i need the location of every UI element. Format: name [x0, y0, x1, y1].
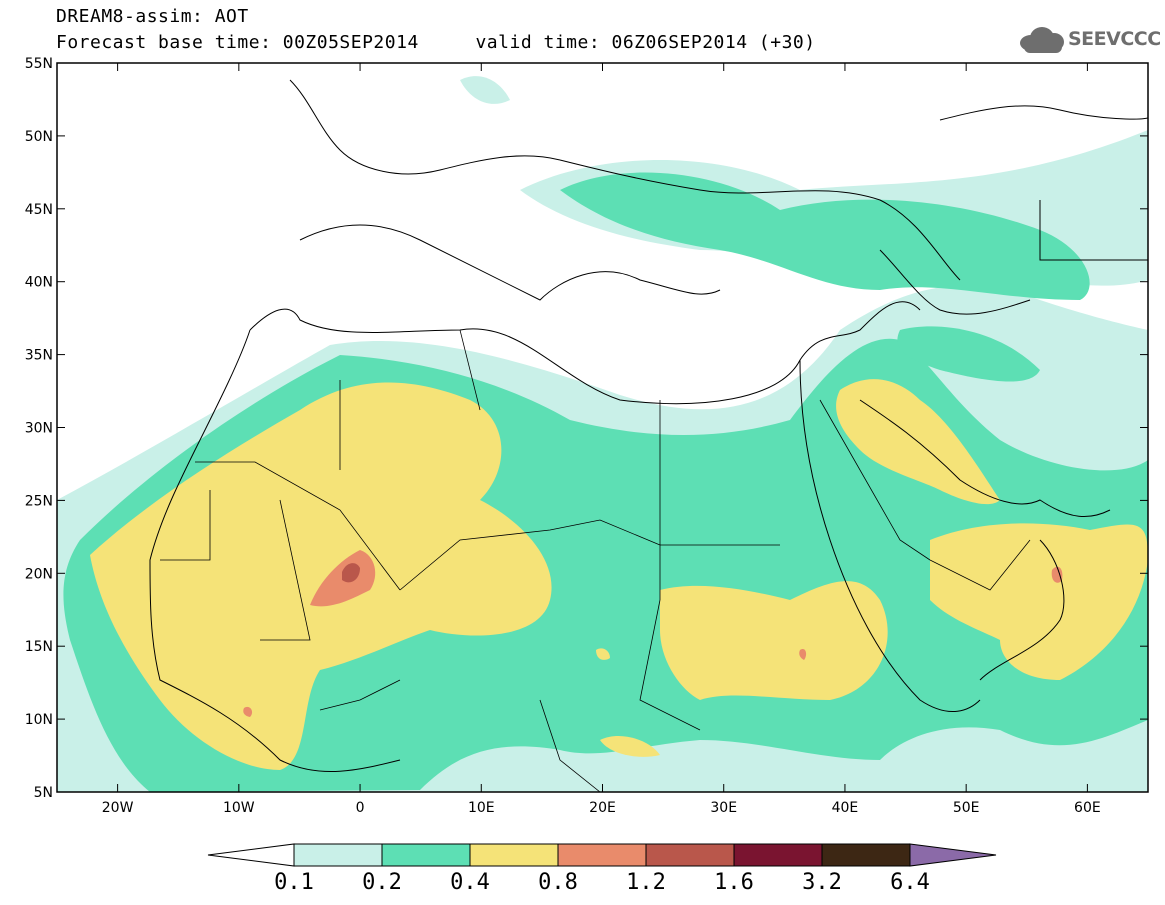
lat-tick-label: 25N	[25, 493, 53, 509]
colorbar-over-triangle	[909, 843, 997, 867]
lon-tick-label: 10E	[468, 800, 495, 816]
lat-tick-label: 10N	[25, 712, 53, 728]
lon-axis: 20W 10W 0 10E 20E 30E 40E 50E 60E	[102, 63, 1101, 816]
aot-class-0.4	[90, 379, 1148, 770]
lat-tick-label: 15N	[25, 639, 53, 655]
colorbar-label: 3.2	[802, 870, 842, 895]
colorbar-under-triangle	[207, 843, 295, 867]
lon-tick-label: 20W	[102, 800, 134, 816]
colorbar-box	[821, 843, 911, 867]
colorbar-label: 0.4	[450, 870, 490, 895]
lat-axis: 55N 50N 45N 40N 35N 30N 25N 20N 15N 10N 5N	[25, 56, 1148, 801]
colorbar-box	[645, 843, 735, 867]
lon-tick-label: 20E	[589, 800, 616, 816]
colorbar-label: 0.8	[538, 870, 578, 895]
colorbar-box	[557, 843, 647, 867]
colorbar-box	[293, 843, 383, 867]
colorbar-box	[381, 843, 471, 867]
lon-tick-label: 40E	[832, 800, 859, 816]
colorbar-box	[733, 843, 823, 867]
colorbar-label: 0.1	[274, 870, 314, 895]
aot-field	[57, 76, 1148, 792]
lat-tick-label: 50N	[25, 129, 53, 145]
cloud-icon	[1018, 25, 1066, 53]
country-borders	[160, 329, 1031, 792]
lat-tick-label: 20N	[25, 566, 53, 582]
aot-class-1.2	[342, 563, 360, 583]
lat-tick-label: 55N	[25, 56, 53, 72]
colorbar-label: 1.6	[714, 870, 754, 895]
colorbar-label: 0.2	[362, 870, 402, 895]
lon-tick-label: 10W	[223, 800, 255, 816]
colorbar-label: 1.2	[626, 870, 666, 895]
lat-tick-label: 35N	[25, 348, 53, 364]
coastlines	[149, 79, 1148, 773]
lon-tick-label: 0	[356, 800, 365, 816]
lon-tick-label: 30E	[710, 800, 737, 816]
lat-tick-label: 30N	[25, 421, 53, 437]
chart-title: DREAM8-assim: AOT	[56, 6, 249, 27]
lat-tick-label: 5N	[34, 785, 53, 801]
chart-subtitle: Forecast base time: 00Z05SEP2014 valid t…	[56, 32, 816, 53]
lat-tick-label: 45N	[25, 202, 53, 218]
seevccc-logo: SEEVCCC	[1018, 24, 1161, 54]
lon-tick-label: 50E	[953, 800, 980, 816]
colorbar	[207, 843, 997, 867]
lat-tick-label: 40N	[25, 275, 53, 291]
colorbar-box	[469, 843, 559, 867]
logo-text: SEEVCCC	[1068, 28, 1161, 50]
colorbar-label: 6.4	[890, 870, 930, 895]
lon-tick-label: 60E	[1074, 800, 1101, 816]
